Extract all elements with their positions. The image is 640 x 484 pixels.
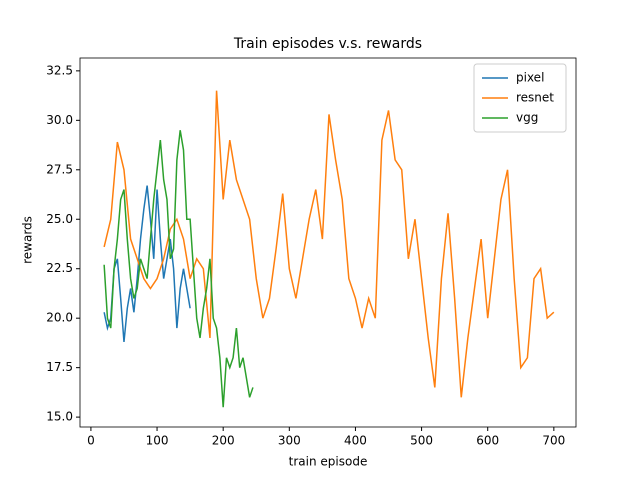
x-tick-label: 300 bbox=[278, 434, 301, 448]
y-tick-label: 27.5 bbox=[46, 162, 73, 176]
legend-label: resnet bbox=[516, 91, 554, 105]
x-tick-label: 400 bbox=[344, 434, 367, 448]
x-tick-label: 0 bbox=[87, 434, 95, 448]
x-tick-label: 500 bbox=[410, 434, 433, 448]
y-tick-label: 25.0 bbox=[46, 212, 73, 226]
legend-box bbox=[473, 63, 567, 133]
y-tick-label: 32.5 bbox=[46, 63, 73, 77]
x-tick-label: 200 bbox=[212, 434, 235, 448]
y-tick-label: 15.0 bbox=[46, 410, 73, 424]
series-line bbox=[103, 130, 254, 408]
x-tick-label: 700 bbox=[542, 434, 565, 448]
legend-label: pixel bbox=[516, 71, 544, 85]
y-tick-label: 17.5 bbox=[46, 360, 73, 374]
x-tick-label: 100 bbox=[146, 434, 169, 448]
y-tick-label: 20.0 bbox=[46, 311, 73, 325]
series-line bbox=[103, 185, 191, 342]
x-tick-label: 600 bbox=[476, 434, 499, 448]
plot-frame bbox=[79, 57, 577, 428]
y-tick-label: 30.0 bbox=[46, 113, 73, 127]
chart-title: Train episodes v.s. rewards bbox=[233, 36, 422, 52]
y-axis-label: rewards bbox=[21, 216, 35, 264]
x-axis-label: train episode bbox=[289, 455, 368, 469]
legend-label: vgg bbox=[516, 111, 538, 125]
series-line bbox=[103, 90, 555, 398]
y-tick-label: 22.5 bbox=[46, 261, 73, 275]
